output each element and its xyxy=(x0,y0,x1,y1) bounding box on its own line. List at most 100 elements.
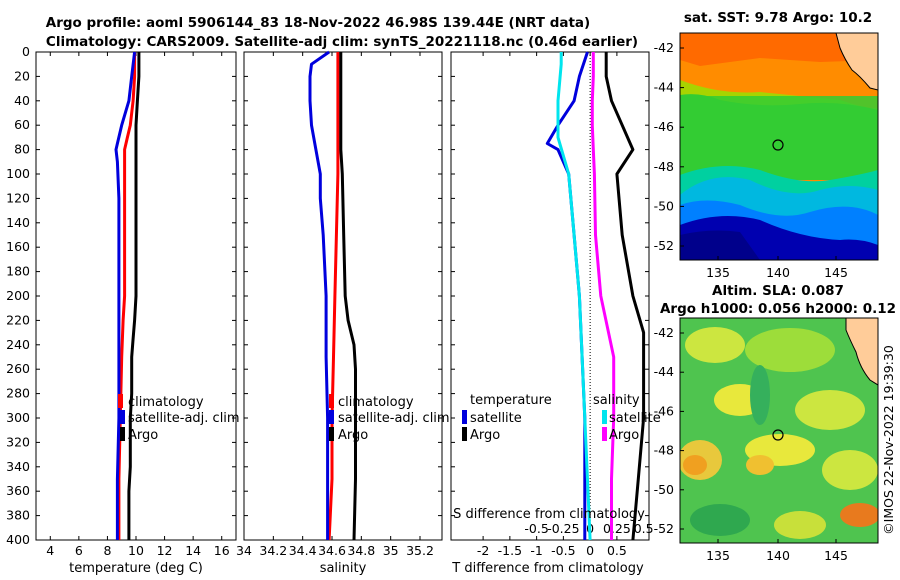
legend-swatch-salinity-argo xyxy=(602,427,607,441)
legend-swatch-satellite-adj xyxy=(120,410,125,424)
x-tick-label: 35 xyxy=(383,543,399,558)
difference-second-xlabel: S difference from climatology xyxy=(453,507,645,522)
series-line-temperature-argo xyxy=(604,52,646,541)
x-tick-label: 12 xyxy=(157,543,173,558)
x-tick-label: 6 xyxy=(75,543,83,558)
legend-label-temperature-satellite: satellite xyxy=(470,411,522,426)
second-x-tick-label: 0.5 xyxy=(634,521,654,536)
series-line-salinity-argo xyxy=(590,52,616,540)
difference-panel: -2 -1.5 -1 -0.5 0 0.5 -0.5-0.25 0 0.25 0.5 T dif… xyxy=(450,51,661,576)
y-tick-label: 300 xyxy=(6,410,30,425)
x-tick-label: 34.8 xyxy=(347,543,375,558)
legend-label-salinity-argo: Argo xyxy=(609,428,639,443)
y-tick-label: 240 xyxy=(6,337,30,352)
legend-label-argo: Argo xyxy=(128,428,158,443)
sla-map-title-1: Altim. SLA: 0.087 xyxy=(712,283,844,299)
y-tick-label: 0 xyxy=(22,44,30,59)
sst-map: sat. SST: 9.78 Argo: 10.2 -42 -44 -46 -48 -5… xyxy=(654,10,879,280)
second-x-tick-label: -0.5 xyxy=(524,521,548,536)
map-y-tick-label: -44 xyxy=(654,364,674,379)
map-y-tick-label: -46 xyxy=(654,119,674,134)
legend-swatch-climatology xyxy=(329,394,334,408)
legend-swatch-argo xyxy=(329,427,334,441)
x-tick-label: 16 xyxy=(214,543,230,558)
legend-swatch-argo xyxy=(120,427,125,441)
map-y-tick-label: -48 xyxy=(654,159,674,174)
temperature-legend: climatology satellite-adj. clim Argo xyxy=(118,394,240,443)
x-tick-label: 35.2 xyxy=(406,543,434,558)
legend-label-salinity-satellite: satellite xyxy=(609,411,661,426)
x-tick-label: -1.5 xyxy=(498,543,522,558)
map-x-tick-label: 135 xyxy=(706,548,730,563)
series-line-argo xyxy=(339,52,357,541)
x-tick-label: -2 xyxy=(477,543,489,558)
y-tick-label: 340 xyxy=(6,459,30,474)
x-tick-label: 4 xyxy=(46,543,54,558)
difference-legend: temperature satellite Argo salinity sate… xyxy=(462,393,661,443)
temperature-xlabel: temperature (deg C) xyxy=(69,561,203,576)
y-tick-label: 60 xyxy=(14,117,30,132)
y-tick-label: 200 xyxy=(6,288,30,303)
sst-map-image xyxy=(680,33,878,260)
y-tick-label: 20 xyxy=(14,68,30,83)
y-tick-label: 260 xyxy=(6,361,30,376)
x-tick-label: -1 xyxy=(530,543,542,558)
y-tick-label: 80 xyxy=(14,142,30,157)
legend-swatch-climatology xyxy=(118,394,123,408)
map-x-tick-label: 145 xyxy=(824,548,848,563)
x-tick-label: 34.4 xyxy=(289,543,317,558)
x-tick-label: 34.6 xyxy=(318,543,346,558)
legend-swatch-salinity-satellite xyxy=(602,410,607,424)
legend-title-salinity: salinity xyxy=(593,393,640,408)
series-line-satellite-adj-clim xyxy=(308,50,330,540)
temperature-panel: 0 20 40 60 80 100 120 140 160 180 200 220 240 260 280 3… xyxy=(6,44,239,576)
x-tick-label: 8 xyxy=(103,543,111,558)
legend-swatch-temperature-argo xyxy=(462,427,467,441)
legend-label-satellite-adj: satellite-adj. clim xyxy=(338,411,450,426)
y-tick-label: 360 xyxy=(6,483,30,498)
argo-location-marker xyxy=(772,139,784,151)
watermark: ©IMOS 22-Nov-2022 19:39:30 xyxy=(881,345,896,535)
x-tick-label: 14 xyxy=(185,543,201,558)
difference-xlabel: T difference from climatology xyxy=(451,561,644,576)
series-line-argo xyxy=(127,52,141,540)
y-tick-label: 320 xyxy=(6,434,30,449)
y-tick-label: 220 xyxy=(6,312,30,327)
map-y-tick-label: -44 xyxy=(654,80,674,95)
x-tick-label: 0 xyxy=(586,543,594,558)
map-x-tick-label: 140 xyxy=(766,548,790,563)
header-line2: Climatology: CARS2009. Satellite-adj cli… xyxy=(46,34,638,50)
y-tick-label: 400 xyxy=(6,532,30,547)
y-tick-label: 140 xyxy=(6,215,30,230)
argo-location-marker xyxy=(772,429,784,441)
series-line-salinity-satellite xyxy=(556,52,592,541)
second-x-tick-label: 0.25 xyxy=(603,521,631,536)
y-tick-label: 100 xyxy=(6,166,30,181)
series-line-satellite-adj-clim xyxy=(114,51,137,540)
series-line-climatology xyxy=(327,52,340,541)
map-y-tick-label: -50 xyxy=(654,482,674,497)
second-x-tick-label: -0.25 xyxy=(547,521,579,536)
sst-map-title: sat. SST: 9.78 Argo: 10.2 xyxy=(684,10,872,26)
map-y-tick-label: -46 xyxy=(654,403,674,418)
y-tick-label: 180 xyxy=(6,264,30,279)
legend-label-temperature-argo: Argo xyxy=(470,428,500,443)
legend-swatch-temperature-satellite xyxy=(462,410,467,424)
y-tick-label: 40 xyxy=(14,93,30,108)
salinity-legend: climatology satellite-adj. clim Argo xyxy=(329,394,450,443)
x-tick-label: 10 xyxy=(128,543,144,558)
map-x-tick-label: 140 xyxy=(766,265,790,280)
legend-title-temperature: temperature xyxy=(470,393,552,408)
map-x-tick-label: 135 xyxy=(706,265,730,280)
map-y-tick-label: -42 xyxy=(654,325,674,340)
sla-map-title-2: Argo h1000: 0.056 h2000: 0.12 xyxy=(660,301,896,317)
map-y-tick-label: -50 xyxy=(654,198,674,213)
map-y-tick-label: -42 xyxy=(654,40,674,55)
x-tick-label: -0.5 xyxy=(551,543,575,558)
x-tick-label: 34 xyxy=(236,543,252,558)
x-tick-label: 34.2 xyxy=(259,543,287,558)
y-tick-label: 160 xyxy=(6,239,30,254)
legend-label-climatology: climatology xyxy=(128,395,204,410)
map-y-tick-label: -52 xyxy=(654,238,674,253)
legend-label-climatology: climatology xyxy=(338,395,414,410)
